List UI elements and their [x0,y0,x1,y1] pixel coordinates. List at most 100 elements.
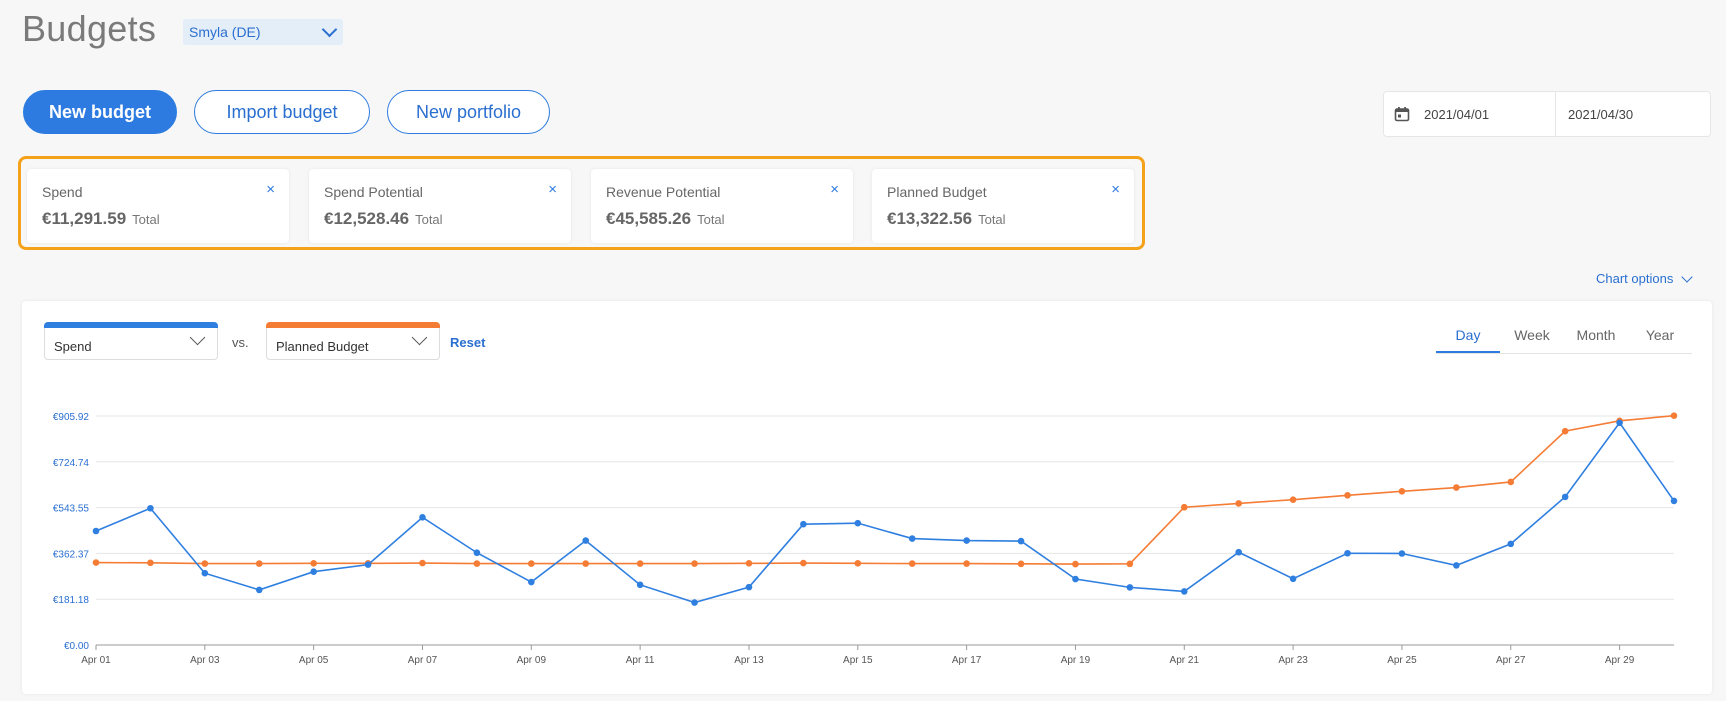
spend-data-point [1507,540,1515,548]
account-select[interactable]: Smyla (DE) [183,19,343,45]
planned-budget-data-point [1180,503,1188,511]
metric-sub: Total [415,212,443,227]
spend-data-point [419,514,426,521]
planned-budget-data-point [1561,427,1569,435]
planned-budget-data-point [528,560,535,567]
metric-label: Planned Budget [887,184,987,200]
import-budget-button[interactable]: Import budget [194,90,370,134]
planned-budget-data-point [310,560,317,567]
date-end-field[interactable]: 2021/04/30 [1556,92,1710,136]
planned-budget-data-point [963,560,970,567]
y-tick-label: €724.74 [53,458,90,469]
granularity-tabs: Day Week Month Year [1436,327,1692,353]
planned-budget-data-point [201,560,209,567]
planned-budget-series-line [95,414,1675,565]
chevron-down-icon [321,21,338,38]
planned-budget-data-point [1235,500,1242,507]
spend-data-point [255,586,263,594]
planned-budget-data-point [1289,496,1297,503]
tab-month[interactable]: Month [1576,327,1616,343]
metric-b-select[interactable]: Planned Budget [266,322,440,360]
new-portfolio-button[interactable]: New portfolio [387,90,550,134]
planned-budget-data-point [1398,488,1406,495]
x-tick-label: Apr 11 [626,655,655,666]
spend-data-point [800,520,807,528]
planned-budget-data-point [582,560,590,567]
planned-budget-data-point [1017,560,1025,568]
reset-link[interactable]: Reset [450,335,486,350]
x-tick-label: Apr 25 [1387,655,1417,666]
planned-budget-data-point [1507,478,1515,486]
metric-card-planned-budget[interactable]: Planned Budget × €13,322.56 Total [872,169,1134,243]
spend-data-point [1453,562,1460,569]
planned-budget-data-point [1670,412,1678,420]
x-tick-label: Apr 15 [843,655,873,666]
spend-data-point [1616,419,1623,427]
y-tick-label: €905.92 [53,412,90,423]
spend-data-point [147,504,154,512]
close-icon[interactable]: × [830,181,839,198]
x-tick-label: Apr 01 [81,655,111,666]
x-tick-label: Apr 05 [299,655,329,666]
date-end-value: 2021/04/30 [1568,106,1634,122]
x-tick-label: Apr 09 [517,655,547,666]
y-tick-label: €543.55 [53,504,90,515]
metric-value: €11,291.59 Total [42,209,160,228]
planned-budget-data-point [473,560,481,567]
spend-data-point [528,578,535,586]
y-tick-label: €181.18 [53,595,90,606]
planned-budget-data-point [854,560,862,567]
tab-year[interactable]: Year [1645,327,1675,343]
tab-day[interactable]: Day [1436,327,1500,353]
date-range-picker: 2021/04/01 2021/04/30 [1383,91,1711,137]
chevron-down-icon [1681,270,1693,283]
metric-sub: Total [978,212,1006,227]
planned-budget-data-point [1453,484,1460,491]
x-tick-label: Apr 29 [1605,655,1635,666]
close-icon[interactable]: × [548,181,557,198]
date-start-value: 2021/04/01 [1424,106,1490,122]
x-tick-label: Apr 21 [1170,655,1200,666]
new-budget-button[interactable]: New budget [23,90,177,134]
spend-data-point [745,583,753,591]
spend-data-point [1180,588,1188,595]
account-select-value: Smyla (DE) [189,24,261,40]
metric-value: €45,585.26 Total [606,209,725,228]
spend-data-point [908,535,916,542]
planned-budget-data-point [636,560,644,567]
y-tick-label: €362.37 [53,549,90,560]
close-icon[interactable]: × [1111,181,1120,198]
x-tick-label: Apr 27 [1496,655,1526,666]
spend-data-point [1670,497,1678,505]
planned-budget-data-point [419,559,426,567]
spend-data-point [92,527,100,535]
chart-options-toggle[interactable]: Chart options [1596,270,1693,286]
metric-sub: Total [132,212,160,227]
x-tick-label: Apr 13 [734,655,764,666]
planned-budget-data-point [691,560,698,567]
spend-data-point [1398,550,1406,557]
vs-label: vs. [232,335,249,350]
spend-series-line [95,421,1675,604]
metric-a-select[interactable]: Spend [44,322,218,360]
planned-budget-data-point [255,560,263,567]
metric-value: €13,322.56 Total [887,209,1006,228]
close-icon[interactable]: × [266,181,275,198]
tab-week[interactable]: Week [1514,327,1550,343]
spend-data-point [1072,575,1079,583]
spend-data-point [854,519,862,527]
metric-card-spend-potential[interactable]: Spend Potential × €12,528.46 Total [309,169,571,243]
tabs-underline [1436,353,1692,354]
planned-budget-data-point [92,559,100,566]
planned-budget-data-point [147,559,154,567]
metric-label: Spend [42,184,83,200]
line-chart: €0.00 €181.18 €362.37 €543.55 €724.74 €905.92… [53,412,1678,666]
spend-data-point [691,599,698,606]
spend-data-point [310,568,317,575]
metric-card-revenue-potential[interactable]: Revenue Potential × €45,585.26 Total [591,169,853,243]
x-tick-label: Apr 17 [952,655,982,666]
chart-options-label: Chart options [1596,271,1674,286]
metric-card-spend[interactable]: Spend × €11,291.59 Total [27,169,289,243]
date-start-field[interactable]: 2021/04/01 [1384,92,1556,136]
planned-budget-data-point [1072,560,1079,568]
